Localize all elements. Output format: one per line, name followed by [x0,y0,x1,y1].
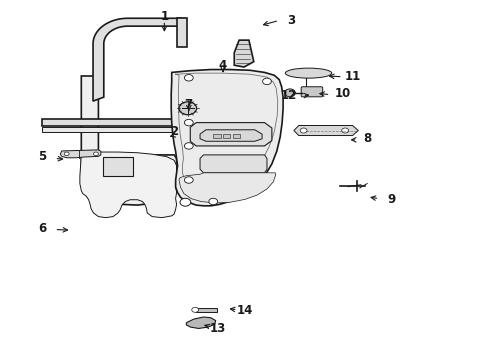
FancyArrowPatch shape [348,185,361,187]
Polygon shape [81,76,176,205]
Circle shape [179,102,196,115]
Circle shape [94,152,98,156]
Bar [223,134,230,138]
Text: 9: 9 [388,193,396,206]
Circle shape [342,128,348,133]
Polygon shape [294,126,358,135]
Polygon shape [171,69,283,206]
Polygon shape [176,18,187,47]
Circle shape [300,128,307,133]
Text: 4: 4 [219,59,227,72]
Circle shape [184,143,193,149]
Text: 6: 6 [38,222,47,235]
Text: 3: 3 [287,14,295,27]
Polygon shape [80,152,176,218]
Polygon shape [93,18,182,101]
Bar [213,134,220,138]
Ellipse shape [285,68,332,78]
Bar [196,308,217,312]
Polygon shape [60,150,101,158]
Polygon shape [179,173,276,203]
Polygon shape [42,127,191,132]
Text: 10: 10 [335,87,351,100]
Bar [103,157,133,176]
Text: 5: 5 [38,150,47,163]
Circle shape [192,307,198,312]
Circle shape [184,120,193,126]
Text: 14: 14 [237,305,253,318]
Text: 12: 12 [281,89,297,102]
Text: 1: 1 [160,10,169,23]
Text: 8: 8 [363,132,371,145]
Text: 13: 13 [210,322,226,335]
Circle shape [209,198,218,205]
Text: 7: 7 [185,98,193,111]
Text: 2: 2 [170,125,178,138]
Polygon shape [200,130,262,141]
Circle shape [64,152,69,156]
Polygon shape [186,317,216,328]
Ellipse shape [285,89,295,97]
Circle shape [184,75,193,81]
Polygon shape [42,120,220,126]
Polygon shape [234,40,254,67]
Polygon shape [200,155,267,173]
Polygon shape [190,123,272,146]
Circle shape [180,198,191,206]
Circle shape [184,177,193,183]
FancyBboxPatch shape [301,87,323,97]
Bar [233,134,240,138]
Text: 11: 11 [344,69,361,82]
Circle shape [263,78,271,85]
